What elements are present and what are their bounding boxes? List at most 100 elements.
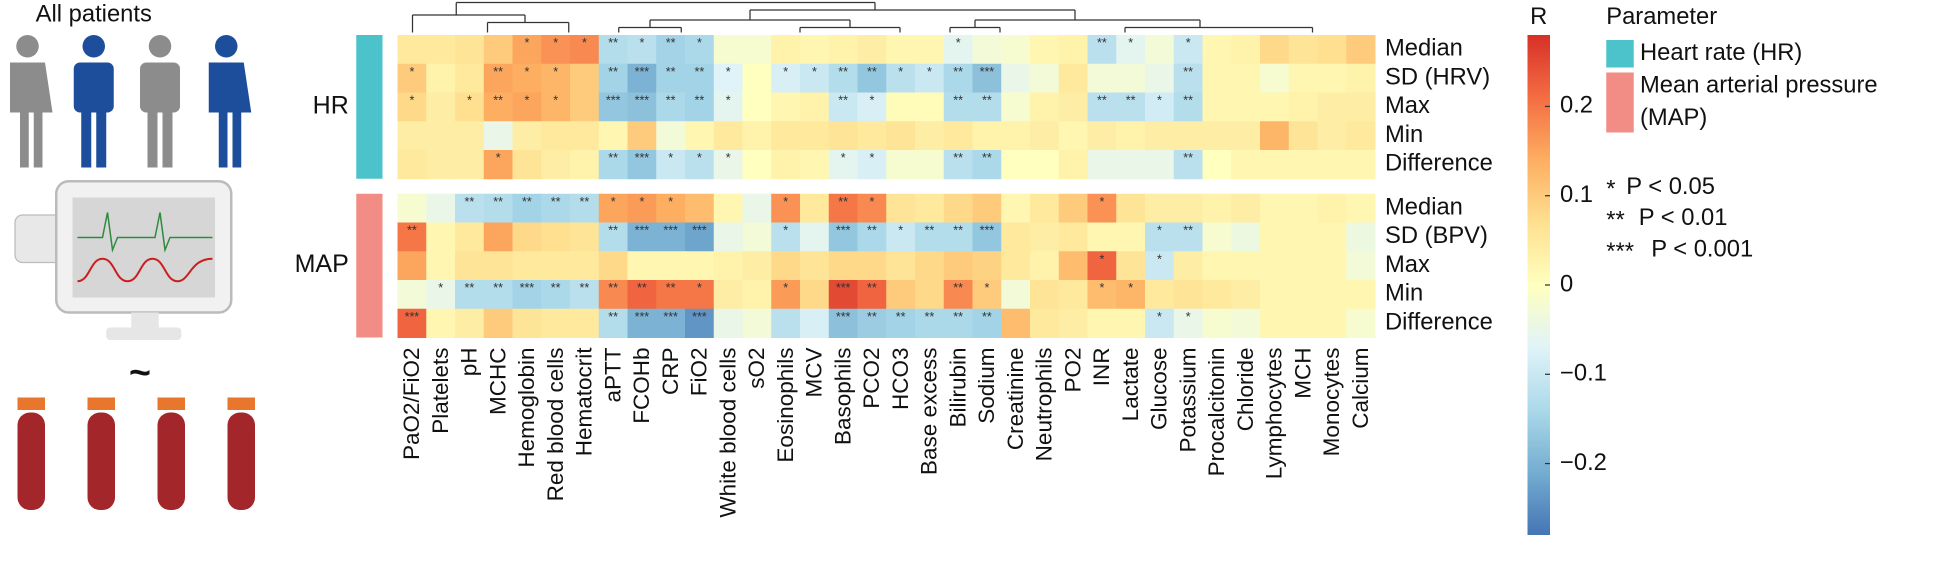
significance-stars: *** — [520, 281, 535, 295]
heatmap-cell — [1173, 92, 1203, 122]
column-label: Hemoglobin — [514, 348, 539, 468]
significance-stars: *** — [692, 310, 707, 324]
heatmap-cell — [1087, 222, 1117, 252]
heatmap-cell — [570, 193, 600, 223]
significance-stars: ** — [1126, 94, 1136, 108]
significance-stars: * — [524, 36, 529, 50]
heatmap-cell — [857, 121, 887, 151]
heatmap-cell — [627, 150, 657, 180]
significance-stars: * — [1128, 36, 1133, 50]
heatmap-cell — [1030, 280, 1060, 310]
heatmap-cell — [972, 35, 1002, 65]
row-label: Max — [1385, 251, 1430, 278]
heatmap-cell — [1058, 150, 1088, 180]
group-bar — [356, 193, 383, 338]
heatmap-cell — [886, 222, 916, 252]
heatmap-cell — [713, 150, 744, 180]
heatmap-cell — [1231, 63, 1261, 93]
heatmap-cell — [541, 35, 571, 65]
heatmap-cell — [1346, 92, 1376, 122]
heatmap-cell — [1288, 35, 1318, 65]
heatmap-cell — [685, 150, 715, 180]
significance-text: P < 0.01 — [1639, 204, 1728, 231]
heatmap-cell — [943, 35, 974, 65]
heatmap-cell — [915, 308, 945, 338]
significance-stars: ** — [465, 195, 475, 209]
heatmap-cell — [1260, 150, 1290, 180]
heatmap-cell — [857, 193, 887, 223]
significance-symbol: * — [1606, 175, 1615, 202]
significance-stars: * — [956, 36, 961, 50]
significance-stars: ** — [953, 281, 963, 295]
heatmap-cell — [1288, 222, 1318, 252]
heatmap-cell — [426, 193, 456, 223]
heatmap-cell — [857, 222, 887, 252]
heatmap-cell — [1173, 251, 1203, 281]
heatmap-cell — [685, 251, 715, 281]
heatmap-cell — [943, 150, 974, 180]
heatmap-cell — [1145, 193, 1175, 223]
row-label: Median — [1385, 35, 1463, 62]
significance-stars: ** — [982, 151, 992, 165]
heatmap-cell — [1260, 280, 1290, 310]
heatmap-cell — [1346, 222, 1376, 252]
column-label: MCV — [802, 348, 827, 398]
heatmap-cell — [828, 150, 859, 180]
significance-stars: ** — [867, 310, 877, 324]
heatmap-cell — [800, 308, 830, 338]
heatmap-cell — [656, 35, 686, 65]
significance-stars: ** — [1183, 224, 1193, 238]
significance-stars: * — [697, 36, 702, 50]
heatmap-cell — [1173, 63, 1203, 93]
column-label: Monocytes — [1319, 348, 1344, 457]
significance-stars: ** — [953, 151, 963, 165]
colorbar-title: R — [1530, 3, 1547, 30]
column-label: Base excess — [917, 348, 942, 476]
significance-stars: *** — [980, 224, 995, 238]
heatmap-cell — [455, 63, 485, 93]
significance-stars: ** — [867, 65, 877, 79]
heatmap-cell — [1317, 222, 1347, 252]
heatmap-cell — [512, 35, 542, 65]
heatmap-cell — [1346, 121, 1376, 151]
heatmap-cell — [483, 63, 513, 93]
heatmap-cell — [1116, 251, 1146, 281]
heatmap-cell — [1087, 308, 1117, 338]
heatmap-cell — [1346, 193, 1376, 223]
heatmap-cell — [800, 280, 830, 310]
heatmap-cell — [713, 308, 744, 338]
heatmap-cell — [1202, 121, 1232, 151]
heatmap-cell — [1202, 222, 1232, 252]
heatmap-cell — [1288, 92, 1318, 122]
heatmap-cell — [483, 308, 513, 338]
heatmap-cell — [1202, 35, 1232, 65]
heatmap-cell — [972, 251, 1002, 281]
significance-stars: *** — [692, 224, 707, 238]
legend-title: Parameter — [1606, 3, 1717, 30]
heatmap-cell — [512, 222, 542, 252]
heatmap-cell — [742, 222, 772, 252]
heatmap-cell — [483, 193, 513, 223]
significance-stars: ** — [551, 195, 561, 209]
significance-stars: *** — [606, 94, 621, 108]
heatmap-cell — [656, 251, 686, 281]
significance-stars: *** — [836, 310, 851, 324]
heatmap-cell — [1317, 251, 1347, 281]
heatmap-cell — [1317, 63, 1347, 93]
heatmap-cell — [1058, 251, 1088, 281]
significance-stars: * — [697, 281, 702, 295]
column-label: Glucose — [1147, 348, 1172, 431]
heatmap-cell — [1058, 121, 1088, 151]
heatmap-cell — [943, 308, 974, 338]
significance-stars: * — [611, 195, 616, 209]
heatmap-cell — [886, 35, 916, 65]
significance-stars: * — [841, 151, 846, 165]
significance-stars: ** — [867, 281, 877, 295]
colorbar-tick-label: 0.1 — [1560, 181, 1593, 208]
heatmap-cell — [886, 150, 916, 180]
heatmap-cell — [1260, 222, 1290, 252]
heatmap-cell — [512, 92, 542, 122]
heatmap-cell — [656, 308, 686, 338]
heatmap-cell — [742, 63, 772, 93]
significance-stars: ** — [493, 94, 503, 108]
